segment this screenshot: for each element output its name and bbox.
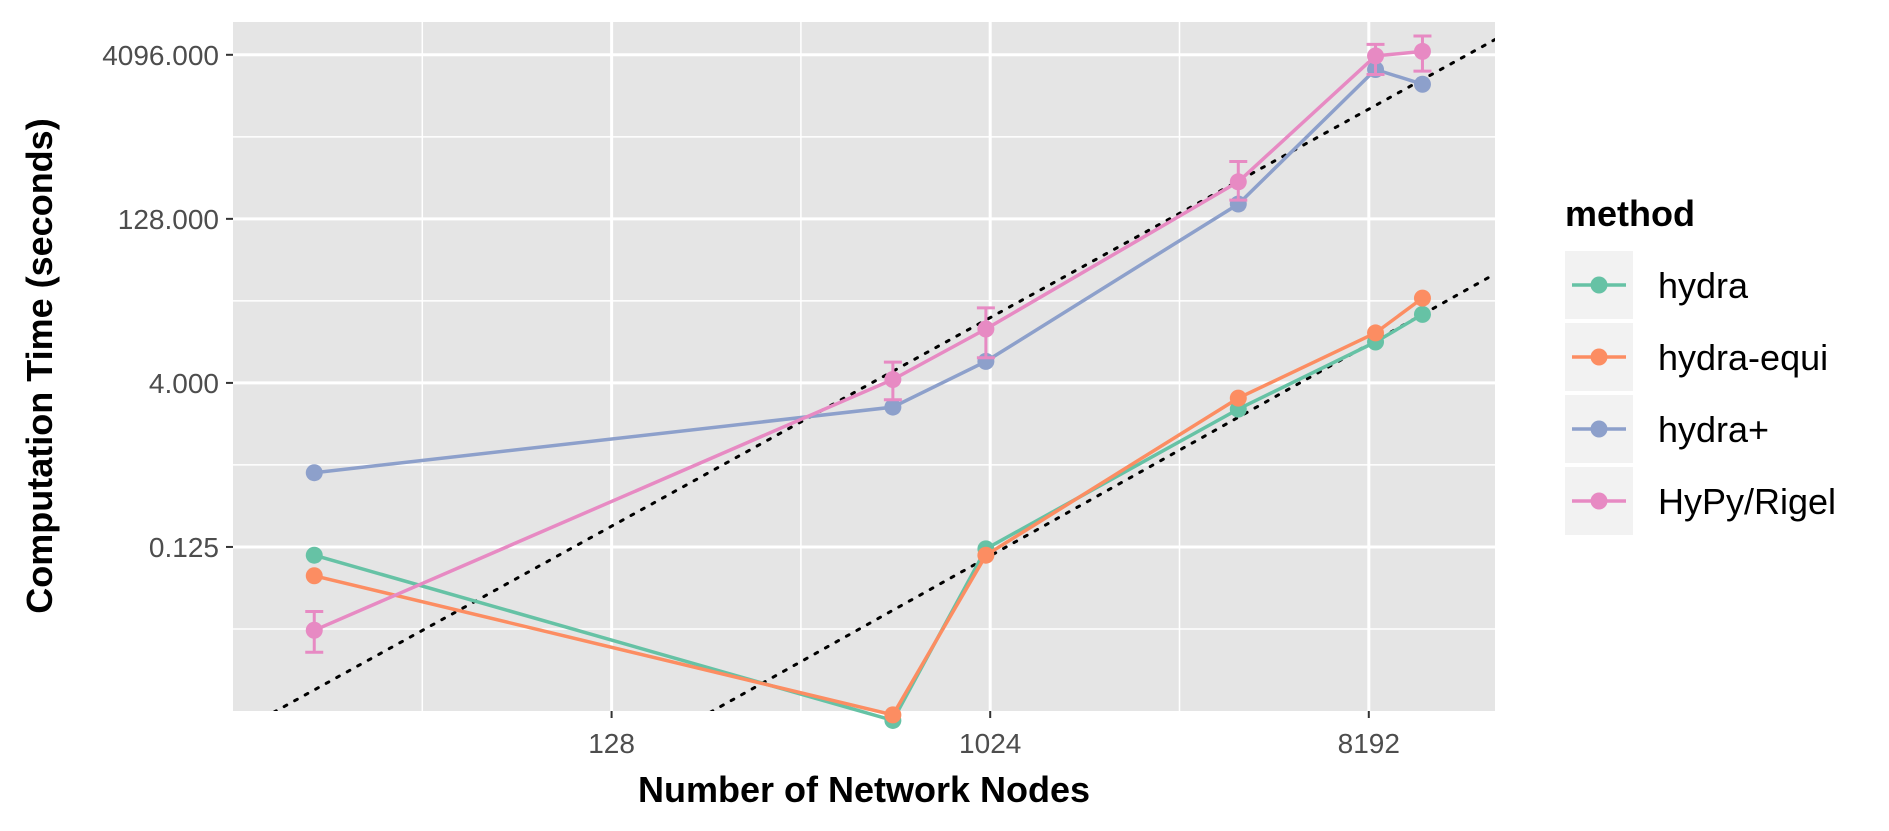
legend-title: method: [1565, 193, 1695, 234]
x-tick-label: 1024: [959, 728, 1021, 759]
data-point-hydra-equi: [1229, 389, 1247, 407]
legend-key-point-hypy-rigel: [1590, 492, 1608, 510]
grid-major: [233, 22, 1495, 711]
series-hypy-rigel: [305, 34, 1432, 654]
y-axis-title: Computation Time (seconds): [19, 118, 60, 613]
x-tick-label: 8192: [1338, 728, 1400, 759]
series-layer: [305, 34, 1432, 729]
data-point-hypy-rigel: [884, 370, 902, 388]
data-point-hydra: [1413, 75, 1431, 93]
legend-label-hypy-rigel: HyPy/Rigel: [1658, 481, 1836, 522]
legend: method hydra hydra-equi hydra+ HyPy/Rigel: [1565, 193, 1836, 535]
x-tick-label: 128: [588, 728, 635, 759]
legend-item-hydra: hydra+: [1565, 395, 1769, 463]
y-tick-label: 4.000: [149, 368, 219, 399]
data-point-hydra: [305, 464, 323, 482]
y-axis-ticks: 0.125 4.000 128.000 4096.000: [102, 40, 233, 563]
data-point-hypy-rigel: [305, 621, 323, 639]
data-point-hydra-equi: [977, 546, 995, 564]
legend-label-hydra-equi: hydra-equi: [1658, 337, 1828, 378]
y-tick-label: 4096.000: [102, 40, 219, 71]
data-point-hypy-rigel: [977, 320, 995, 338]
data-point-hypy-rigel: [1367, 47, 1385, 65]
x-axis-ticks: 128 1024 8192: [588, 711, 1400, 759]
legend-items: hydra hydra-equi hydra+ HyPy/Rigel: [1565, 251, 1836, 535]
data-point-hydra-equi: [1367, 324, 1385, 342]
series-hydra-equi: [305, 289, 1431, 724]
legend-key-point-hydra: [1590, 276, 1608, 294]
legend-label-hydra: hydra+: [1658, 409, 1769, 450]
legend-item-hydra-equi: hydra-equi: [1565, 323, 1828, 391]
data-point-hydra-equi: [884, 706, 902, 724]
series-line-hydra-equi: [313, 296, 1424, 717]
legend-item-hydra: hydra: [1565, 251, 1749, 319]
data-point-hydra-equi: [305, 567, 323, 585]
data-point-hydra: [1413, 305, 1431, 323]
data-point-hydra: [305, 546, 323, 564]
data-point-hydra: [884, 398, 902, 416]
legend-key-point-hydra-equi: [1590, 348, 1608, 366]
legend-label-hydra: hydra: [1658, 265, 1749, 306]
data-point-hydra-equi: [1413, 289, 1431, 307]
grid-minor: [233, 22, 1495, 711]
x-axis-title: Number of Network Nodes: [638, 769, 1090, 810]
data-point-hypy-rigel: [1229, 173, 1247, 191]
legend-item-hypy-rigel: HyPy/Rigel: [1565, 467, 1836, 535]
legend-key-point-hydra: [1590, 420, 1608, 438]
y-tick-label: 0.125: [149, 532, 219, 563]
data-point-hypy-rigel: [1413, 42, 1431, 60]
y-tick-label: 128.000: [118, 204, 219, 235]
